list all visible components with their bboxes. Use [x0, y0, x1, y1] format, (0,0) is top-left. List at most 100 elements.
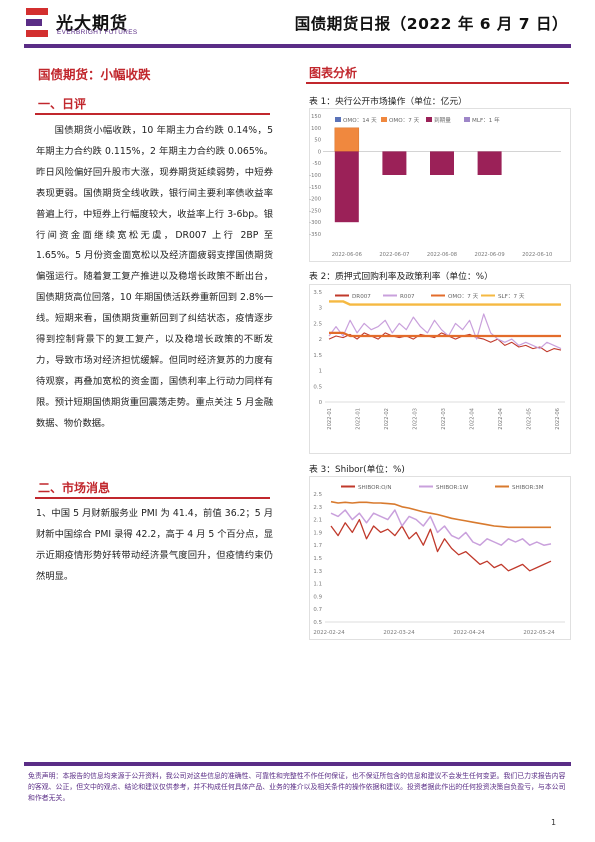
- y-tick-label: 0.7: [313, 607, 322, 613]
- chart3-caption: 表 3：Shibor(单位：%): [309, 465, 405, 475]
- y-tick-label: 2.5: [313, 492, 322, 498]
- legend-label: OMO：7 天: [389, 117, 420, 124]
- legend-swatch: [335, 117, 341, 122]
- x-tick-label: 2022-05: [527, 408, 533, 430]
- series-line: [330, 500, 551, 529]
- y-tick-label: -200: [309, 197, 321, 203]
- series-line: [329, 331, 561, 338]
- series-line: [328, 332, 562, 353]
- x-tick-label: 2022-02: [384, 408, 390, 430]
- report-title: 国债期货日报（2022 年 6 月 7 日）: [294, 15, 568, 33]
- y-tick-label: -300: [309, 220, 321, 226]
- header-divider: [24, 44, 571, 48]
- y-tick-label: 0.9: [313, 594, 322, 600]
- y-tick-label: -350: [309, 232, 321, 238]
- section-heading-news: 二、市场消息: [38, 481, 111, 495]
- y-tick-label: 50: [314, 138, 321, 144]
- x-tick-label: 2022-04: [498, 407, 504, 429]
- company-logo-icon: [26, 8, 48, 37]
- bar: [430, 151, 454, 175]
- chart-section-title: 图表分析: [309, 66, 358, 80]
- series-line: [329, 300, 561, 306]
- y-tick-label: -50: [313, 161, 321, 167]
- legend-swatch: [426, 117, 432, 122]
- section-underline: [35, 497, 270, 499]
- y-tick-label: 1.7: [313, 543, 322, 549]
- y-tick-label: 1.3: [313, 569, 322, 575]
- x-tick-label: 2022-03-24: [383, 630, 415, 636]
- x-tick-label: 2022-06-09: [475, 252, 505, 258]
- series-line: [330, 509, 552, 546]
- legend-label: DR007: [352, 294, 371, 300]
- y-tick-label: 0.5: [313, 620, 322, 626]
- page-number: 1: [551, 818, 557, 827]
- y-tick-label: 0: [319, 400, 323, 406]
- bar: [382, 151, 407, 175]
- x-tick-label: 2022-03: [413, 408, 419, 430]
- chart3-shibor: 2.5 2.3 2.1 1.9 1.7 1.5 1.3 1.1 0.9 0.7 0.5 SHIBOR:…: [309, 476, 571, 640]
- y-tick-label: 1.5: [313, 556, 322, 562]
- chart-frame: [309, 284, 571, 454]
- y-tick-label: -250: [309, 208, 321, 214]
- disclaimer-text: 免责声明：本报告的信息均来源于公开资料，我公司对这些信息的准确性、可靠性和完整性…: [28, 772, 566, 802]
- y-tick-label: -150: [309, 185, 321, 191]
- news-paragraph: 1、中国 5 月财新服务业 PMI 为 41.4，前值 36.2；5 月财新中国…: [36, 504, 273, 588]
- news-text: 1、中国 5 月财新服务业 PMI 为 41.4，前值 36.2；5 月财新中国…: [36, 508, 273, 582]
- bar: [334, 151, 359, 223]
- chart2-caption: 表 2：质押式回购利率及政策利率（单位：%）: [309, 272, 493, 282]
- footer-divider: [24, 762, 571, 766]
- x-tick-label: 2022-05-24: [523, 630, 555, 636]
- x-tick-label: 2022-01: [327, 408, 333, 430]
- bar: [477, 151, 502, 175]
- x-tick-label: 2022-03: [441, 408, 447, 430]
- y-tick-label: 1: [319, 369, 322, 375]
- commentary-text: 国债期货小幅收跌，10 年期主力合约跌 0.14%，5 年期主力合约跌 0.11…: [36, 125, 273, 429]
- y-tick-label: 150: [311, 114, 321, 120]
- x-tick-label: 2022-04-24: [453, 630, 485, 636]
- x-tick-label: 2022-06: [555, 408, 561, 430]
- bar: [334, 127, 360, 152]
- y-tick-label: 3: [319, 306, 322, 312]
- section-underline: [35, 113, 270, 115]
- y-tick-label: 0.5: [313, 384, 322, 390]
- y-tick-label: 0: [318, 149, 321, 155]
- legend-label: SLF：7 天: [498, 293, 525, 300]
- chart1-caption: 表 1：央行公开市场操作（单位：亿元）: [309, 97, 467, 107]
- x-tick-label: 2022-06-07: [379, 252, 409, 258]
- series-line: [328, 313, 562, 350]
- chart-frame: [309, 476, 571, 640]
- x-tick-label: 2022-02-24: [313, 630, 345, 636]
- x-tick-label: 2022-04: [470, 407, 476, 429]
- legend-label: OMO：14 天: [343, 117, 377, 124]
- chart1-open-market-ops: 150 100 50 0 -50 -100 -150 -200 -250 -300 -350 OMO：…: [309, 108, 571, 262]
- x-tick-label: 2022-06-06: [332, 252, 362, 258]
- y-tick-label: 1.9: [313, 530, 322, 536]
- legend-label: SHIBOR:1W: [436, 485, 469, 491]
- section-heading-commentary: 一、日评: [38, 97, 87, 111]
- legend-label: MLF：1 年: [472, 116, 500, 124]
- legend-swatch: [381, 117, 387, 122]
- x-tick-label: 2022-01: [356, 408, 362, 430]
- y-tick-label: 1.1: [313, 582, 322, 588]
- logo-text-en: EVERBRIGHT FUTURES: [57, 29, 138, 36]
- legend-label: SHIBOR:3M: [512, 485, 544, 491]
- y-tick-label: 2: [319, 337, 322, 343]
- commentary-paragraph: 国债期货小幅收跌，10 年期主力合约跌 0.14%，5 年期主力合约跌 0.11…: [36, 121, 273, 435]
- y-tick-label: -100: [309, 173, 321, 179]
- legend-label: 到期量: [434, 117, 451, 124]
- legend-label: SHIBOR:O/N: [358, 485, 392, 491]
- legend-label: OMO：7 天: [448, 293, 479, 300]
- x-tick-label: 2022-06-10: [522, 252, 552, 258]
- y-tick-label: 2.3: [313, 505, 322, 511]
- y-tick-label: 2.5: [313, 321, 322, 327]
- main-title: 国债期货：小幅收跌: [38, 67, 151, 82]
- x-tick-label: 2022-06-08: [427, 252, 457, 258]
- logo-text-cn: 光大期货: [56, 14, 128, 34]
- y-tick-label: 3.5: [313, 290, 322, 296]
- y-tick-label: 100: [311, 126, 321, 132]
- legend-swatch: [464, 117, 470, 122]
- legend-label: R007: [400, 294, 415, 300]
- chart2-repo-rates: 3.5 3 2.5 2 1.5 1 0.5 0 DR007 R007 OMO：7 天 SLF：7 天 2…: [309, 284, 571, 454]
- section-underline: [306, 82, 569, 84]
- y-tick-label: 1.5: [313, 353, 322, 359]
